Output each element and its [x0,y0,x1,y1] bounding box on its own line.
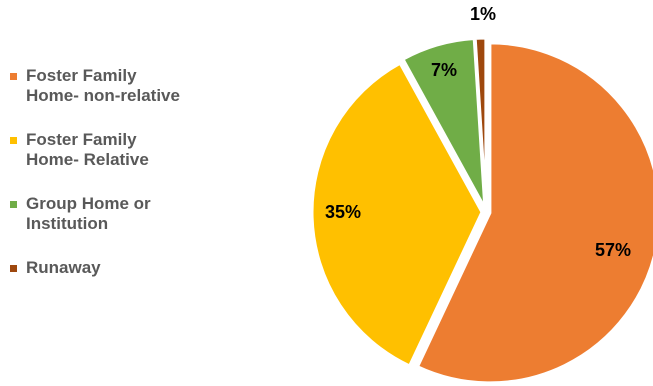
legend-label: Group Home or Institution [26,194,151,233]
legend-item-foster-relative: Foster Family Home- Relative [8,130,268,170]
data-label: 57% [595,240,631,260]
legend-swatch [10,265,17,272]
legend-swatch [10,73,17,80]
pie-slice [473,36,488,209]
legend-swatch [10,201,17,208]
legend-swatch [10,137,17,144]
data-label: 35% [325,202,361,222]
legend: Foster Family Home- non-relative Foster … [8,66,268,302]
legend-item-runaway: Runaway [8,258,268,278]
legend-label: Runaway [26,258,101,277]
pie-slice [310,61,484,368]
pie-slice [415,41,653,385]
data-label: 1% [470,4,496,24]
legend-label: Foster Family Home- Relative [26,130,149,169]
legend-item-foster-non-relative: Foster Family Home- non-relative [8,66,268,106]
data-label: 7% [431,60,457,80]
legend-label: Foster Family Home- non-relative [26,66,180,105]
legend-item-group-home: Group Home or Institution [8,194,268,234]
